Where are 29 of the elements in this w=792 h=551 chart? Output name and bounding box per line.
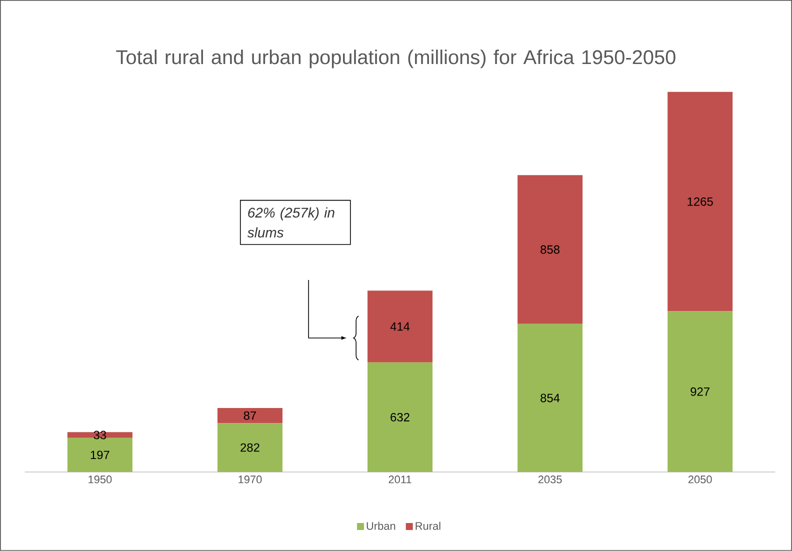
bar [67, 438, 132, 472]
annotation: 62% (257k) in slums [247, 207, 334, 238]
bar [217, 423, 282, 472]
chart-title: Total rural and urban population (millions) for Africa 1950-2050 [116, 50, 676, 68]
data-label: 87 [244, 411, 256, 420]
data-label: 927 [690, 387, 710, 396]
x-tick-label: 1970 [238, 476, 262, 484]
x-tick-label: 2035 [538, 476, 562, 484]
bar [668, 311, 733, 472]
legend-label: Rural [416, 522, 440, 530]
bar [217, 408, 282, 424]
legend-label: Urban [366, 522, 396, 530]
x-tick-label: 2050 [688, 476, 712, 484]
data-label: 414 [390, 322, 410, 331]
data-label: 854 [540, 394, 560, 402]
data-label: 858 [540, 245, 560, 254]
bar [668, 92, 733, 312]
data-label: 1265 [688, 197, 713, 206]
bar [368, 362, 433, 472]
data-label: 282 [240, 443, 260, 452]
data-label: 197 [90, 450, 110, 460]
bar [368, 290, 433, 362]
data-label: 632 [390, 413, 410, 422]
bar [518, 324, 583, 472]
bar [67, 432, 132, 438]
bar [518, 175, 583, 324]
x-tick-label: 2011 [388, 476, 412, 484]
data-label: 33 [94, 430, 106, 440]
x-tick-label: 1950 [88, 476, 112, 484]
